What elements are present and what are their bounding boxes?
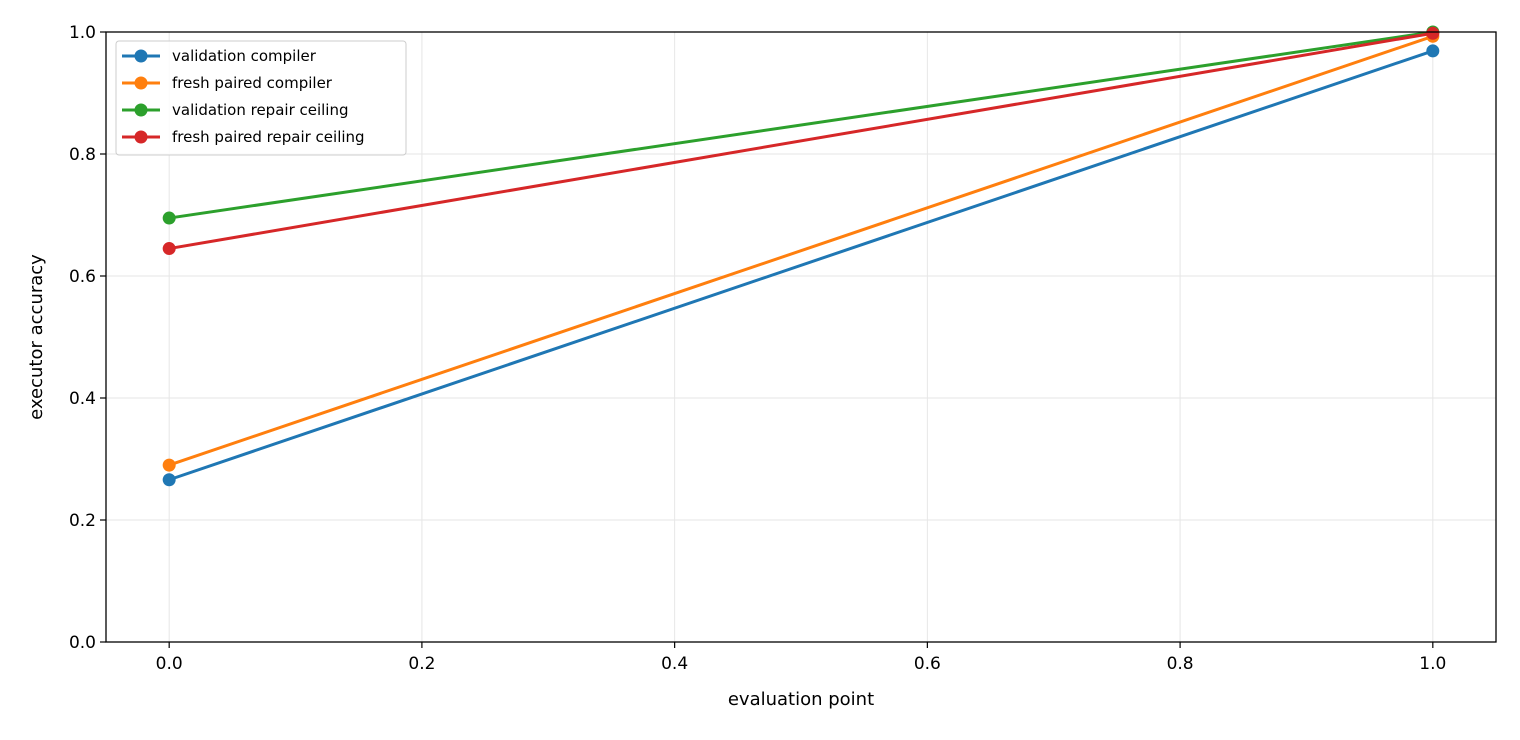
series-line-2 <box>167 30 1435 220</box>
legend-marker <box>134 130 148 144</box>
data-point-3-0 <box>162 242 176 256</box>
plot-frame <box>105 31 1497 643</box>
axis-ticks: 0.0 0.2 0.4 0.6 0.8 1.0 0.0 0.2 0.4 0.6 0.8 1.0 <box>69 23 1446 674</box>
data-point-0-0 <box>162 473 176 487</box>
x-axis-label: evaluation point <box>728 689 874 710</box>
y-tick-label: 0.6 <box>69 267 96 287</box>
legend-label: validation repair ceiling <box>172 101 349 119</box>
series-line-1 <box>167 34 1435 467</box>
data-point-3-1 <box>1426 26 1440 40</box>
plot-series <box>162 25 1440 487</box>
x-tick-label: 0.8 <box>1167 654 1194 674</box>
data-point-0-1 <box>1426 44 1440 58</box>
x-tick-label: 0.0 <box>156 654 183 674</box>
legend-box <box>115 40 407 156</box>
legend-marker <box>134 49 148 63</box>
y-tick-label: 0.4 <box>69 389 96 409</box>
legend-label: validation compiler <box>172 47 317 65</box>
legend-label: fresh paired repair ceiling <box>172 128 365 146</box>
series-line-3 <box>167 31 1435 251</box>
y-tick-label: 1.0 <box>69 23 96 43</box>
y-tick-label: 0.8 <box>69 145 96 165</box>
legend: validation compiler fresh paired compiler… <box>115 40 407 156</box>
data-point-1-0 <box>162 458 176 472</box>
x-tick-label: 0.2 <box>408 654 435 674</box>
x-tick-label: 0.4 <box>661 654 688 674</box>
y-tick-label: 0.2 <box>69 511 96 531</box>
series-line-0 <box>167 49 1435 482</box>
x-tick-label: 0.6 <box>914 654 941 674</box>
y-axis-label: executor accuracy <box>26 254 47 420</box>
legend-marker <box>134 76 148 90</box>
legend-marker <box>134 103 148 117</box>
legend-label: fresh paired compiler <box>172 74 333 92</box>
x-tick-label: 1.0 <box>1419 654 1446 674</box>
y-tick-label: 0.0 <box>69 633 96 653</box>
data-point-2-0 <box>162 211 176 225</box>
